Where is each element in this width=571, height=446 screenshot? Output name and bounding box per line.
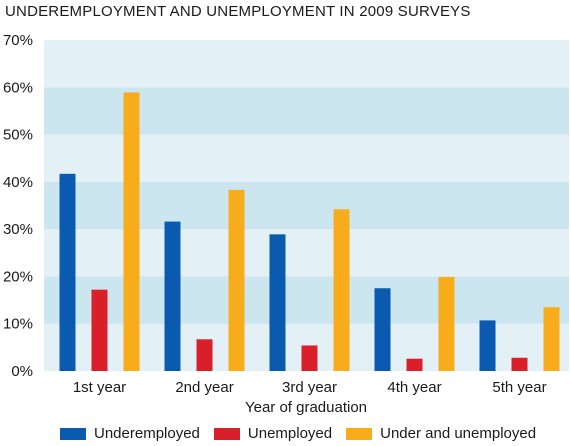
legend-swatch [346,427,373,440]
legend-label: Under and unemployed [380,425,537,442]
bar-unemployed [196,339,213,371]
y-tick-label: 30% [3,221,33,238]
x-tick-label: 3rd year [282,379,337,396]
legend-swatch [60,427,86,440]
grid-band [44,181,569,230]
bar-underemployed [269,234,286,371]
y-tick-label: 10% [3,316,33,333]
legend-label: Unemployed [247,425,333,442]
grid-band [44,276,569,324]
x-tick-label: 2nd year [175,379,233,396]
x-tick-label: 5th year [492,379,546,396]
grid-band [44,134,569,182]
y-tick-label: 40% [3,174,33,191]
y-tick-label: 50% [3,127,33,144]
bar-under-and-unemployed [123,92,140,371]
y-tick-label: 70% [3,32,33,49]
x-axis-ticks: 1st year 2nd year 3rd year 4th year 5th year [73,379,547,396]
bar-underemployed [59,173,76,371]
bar-under-and-unemployed [543,307,560,371]
x-tick-label: 4th year [387,379,441,396]
bar-underemployed [479,320,496,371]
bar-unemployed [511,357,528,371]
x-tick-label: 1st year [73,379,126,396]
y-tick-label: 0% [11,363,33,380]
bar-unemployed [406,358,423,371]
bar-under-and-unemployed [333,209,350,371]
legend-item: Under and unemployed [346,425,536,442]
legend: Underemployed Unemployed Under and unemplo… [60,425,550,442]
y-tick-label: 60% [3,79,33,96]
x-axis-label: Year of graduation [245,399,367,416]
legend-item: Underemployed [60,425,200,442]
legend-item: Unemployed [213,425,333,442]
y-tick-label: 20% [3,268,33,285]
bar-under-and-unemployed [438,276,455,371]
bar-unemployed [91,289,108,371]
legend-label: Underemployed [94,425,200,442]
bar-under-and-unemployed [228,189,245,371]
legend-swatch [213,427,240,440]
grid-band [44,40,569,88]
bar-underemployed [374,288,391,371]
bar-underemployed [164,221,181,371]
chart-title: UNDEREMPLOYMENT AND UNEMPLOYMENT IN 2009… [5,3,471,20]
grid-band [44,87,569,135]
grid-band [44,229,569,277]
bar-unemployed [301,345,318,371]
y-axis-ticks: 0% 10% 20% 30% 40% 50% 60% 70% [3,32,33,380]
bars [59,92,560,371]
